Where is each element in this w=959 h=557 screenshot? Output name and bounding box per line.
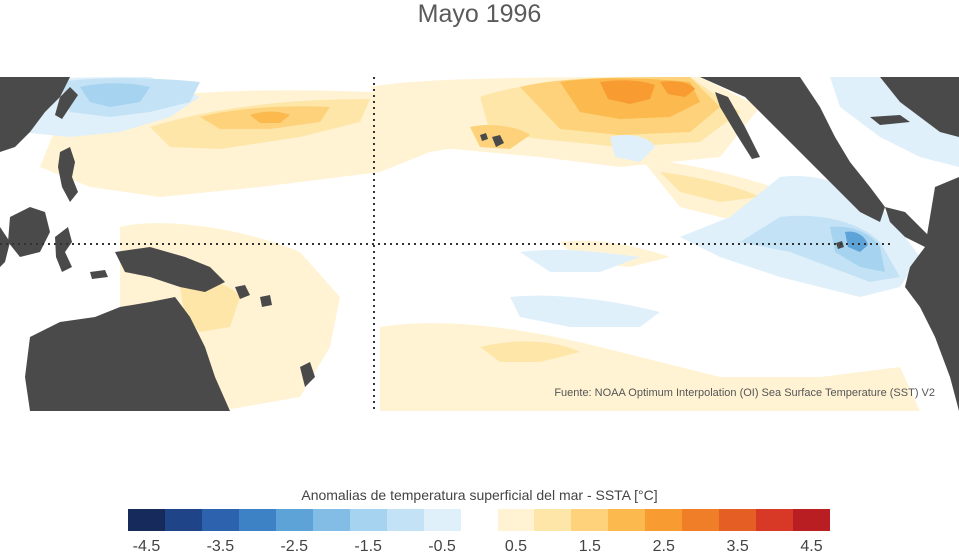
anomaly-strong-warm: [600, 80, 695, 104]
colorbar-tick-label: -4.5: [132, 538, 161, 555]
colorbar-swatch: [386, 509, 424, 531]
colorbar-tick-label: 3.5: [726, 538, 749, 555]
colorbar: [128, 509, 831, 531]
map-canvas: [0, 77, 959, 411]
map-title: Mayo 1996: [417, 0, 542, 28]
colorbar-swatch: [128, 509, 165, 531]
colorbar-swatch: [682, 509, 720, 531]
data-source-credit: Fuente: NOAA Optimum Interpolation (OI) …: [554, 387, 935, 399]
colorbar-swatch: [312, 509, 350, 531]
colorbar-tick-label: -0.5: [428, 538, 456, 555]
colorbar-tick-label: 2.5: [652, 538, 675, 555]
colorbar-swatch: [275, 509, 313, 531]
colorbar-swatch: [756, 509, 794, 531]
colorbar-swatch: [793, 509, 831, 531]
colorbar-swatch: [608, 509, 646, 531]
colorbar-tick-label: 1.5: [578, 538, 601, 555]
colorbar-tick-label: 4.5: [800, 538, 823, 555]
colorbar-swatch: [164, 509, 202, 531]
colorbar-swatch: [571, 509, 609, 531]
colorbar-swatch: [497, 509, 535, 531]
colorbar-tick-label: -3.5: [206, 538, 235, 555]
colorbar-tick-label: -2.5: [280, 538, 309, 555]
colorbar-swatch: [534, 509, 572, 531]
colorbar-swatch: [238, 509, 276, 531]
colorbar-swatch: [460, 509, 498, 531]
colorbar-swatch: [719, 509, 757, 531]
colorbar-ticks: -4.5 -3.5 -2.5 -1.5 -0.5 0.5 1.5 2.5 3.5 4.5: [0, 538, 959, 556]
sst-anomaly-map: [0, 77, 959, 411]
colorbar-tick-label: 0.5: [504, 538, 528, 555]
colorbar-swatch: [423, 509, 461, 531]
anomaly-strong-cool: [845, 231, 868, 252]
colorbar-swatch: [645, 509, 683, 531]
colorbar-swatch: [201, 509, 239, 531]
colorbar-title: Anomalias de temperatura superficial del…: [301, 487, 658, 503]
land-masses: [0, 77, 959, 411]
colorbar-tick-label: -1.5: [354, 538, 382, 555]
colorbar-swatch: [349, 509, 387, 531]
